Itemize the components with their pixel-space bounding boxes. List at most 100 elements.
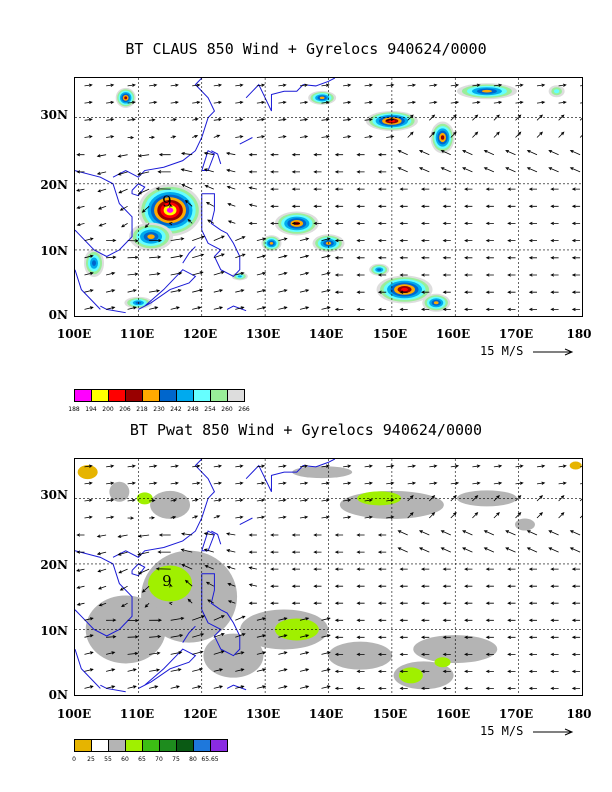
wind-arrow [270, 187, 279, 191]
wind-arrow [493, 114, 500, 121]
wind-arrow [571, 669, 581, 674]
wind-arrow [187, 218, 193, 224]
wind-arrow [483, 547, 495, 553]
wind-arrow [442, 307, 451, 312]
wind-arrow [313, 153, 322, 157]
bottom-wind-scale: 15 M/S [480, 724, 575, 738]
wind-arrow [507, 187, 516, 191]
wind-arrow [235, 118, 244, 122]
wind-arrow [299, 306, 310, 310]
wind-arrow [321, 100, 330, 105]
wind-arrow [334, 307, 344, 312]
wind-arrow [550, 238, 559, 243]
wind-arrow [377, 307, 387, 312]
wind-arrow [442, 686, 451, 691]
wind-arrow [235, 615, 246, 621]
wind-arrow [571, 204, 581, 208]
top-y-label: 30N [40, 108, 68, 122]
wind-arrow [420, 635, 430, 639]
storm-marker: 9 [162, 572, 172, 590]
wind-arrow [464, 273, 473, 277]
wind-arrow [155, 567, 171, 571]
wind-arrow [515, 100, 524, 105]
wind-arrow [270, 221, 279, 226]
wind-arrow [386, 464, 395, 468]
wind-arrow [170, 634, 184, 638]
wind-arrow [429, 495, 436, 502]
wind-arrow [149, 135, 156, 140]
wind-arrow [127, 651, 139, 656]
wind-arrow [507, 567, 516, 571]
wind-arrow [420, 238, 430, 243]
wind-arrow [149, 289, 161, 293]
wind-arrow [313, 187, 322, 191]
wind-arrow [98, 602, 107, 607]
colorbar-tick-label: 248 [187, 406, 199, 413]
cloud-top-blob [553, 89, 560, 94]
wind-arrow [127, 289, 137, 293]
wind-arrow [472, 83, 481, 87]
cloud-top-blob [388, 119, 396, 123]
wind-arrow [507, 601, 516, 605]
wind-arrow [356, 187, 365, 191]
bottom-x-label: 120E [182, 707, 218, 721]
wind-arrow [96, 551, 107, 556]
wind-arrow [550, 567, 559, 571]
wind-arrow [407, 495, 414, 502]
wind-arrow [321, 464, 330, 468]
wind-arrow [192, 498, 199, 502]
bottom-y-label: 30N [40, 488, 68, 502]
wind-arrow [127, 635, 139, 639]
wind-arrow [299, 515, 309, 519]
wind-arrow [515, 131, 522, 138]
wind-arrow [550, 204, 559, 208]
top-x-label: 170E [498, 327, 534, 341]
wind-arrow [377, 153, 387, 157]
wind-arrow [528, 635, 537, 639]
colorbar-swatch [176, 739, 194, 752]
wind-arrow [149, 499, 156, 503]
pwat-blob [109, 481, 130, 502]
wind-arrow [485, 187, 494, 191]
wind-arrow [299, 237, 310, 241]
wind-arrow [203, 168, 214, 173]
wind-arrow [528, 238, 537, 243]
wind-arrow [450, 512, 457, 519]
wind-arrow [127, 618, 139, 623]
colorbar-tick-label: 0 [72, 756, 76, 763]
wind-arrow [235, 100, 244, 105]
colorbar-swatch [108, 739, 126, 752]
wind-arrow [450, 464, 460, 468]
wind-arrow [256, 685, 267, 689]
wind-arrow [106, 685, 116, 689]
colorbar-swatch [210, 389, 228, 402]
wind-arrow [399, 652, 408, 657]
coastline [239, 517, 253, 525]
wind-arrow [299, 498, 309, 502]
colorbar-tick-label: 266 [238, 406, 250, 413]
coastline [239, 137, 253, 145]
wind-arrow [397, 150, 408, 156]
wind-arrow [377, 601, 387, 605]
wind-arrow [536, 495, 543, 502]
wind-arrow [213, 515, 221, 519]
wind-arrow [558, 464, 567, 468]
wind-arrow [213, 632, 225, 638]
wind-arrow [226, 168, 236, 173]
wind-arrow [528, 567, 537, 571]
wind-arrow [334, 601, 344, 605]
wind-arrow [377, 686, 387, 691]
wind-arrow [170, 464, 179, 468]
wind-arrow [571, 290, 581, 294]
wind-arrow [386, 498, 395, 502]
wind-arrow [450, 131, 457, 138]
wind-arrow [536, 512, 543, 519]
colorbar-swatch [142, 389, 160, 402]
wind-arrow [377, 669, 387, 674]
top-x-label: 150E [372, 327, 408, 341]
wind-arrow [397, 530, 408, 536]
wind-arrow [420, 669, 430, 674]
wind-arrow [235, 685, 245, 689]
wind-arrow [364, 135, 373, 139]
wind-arrow [278, 685, 288, 689]
